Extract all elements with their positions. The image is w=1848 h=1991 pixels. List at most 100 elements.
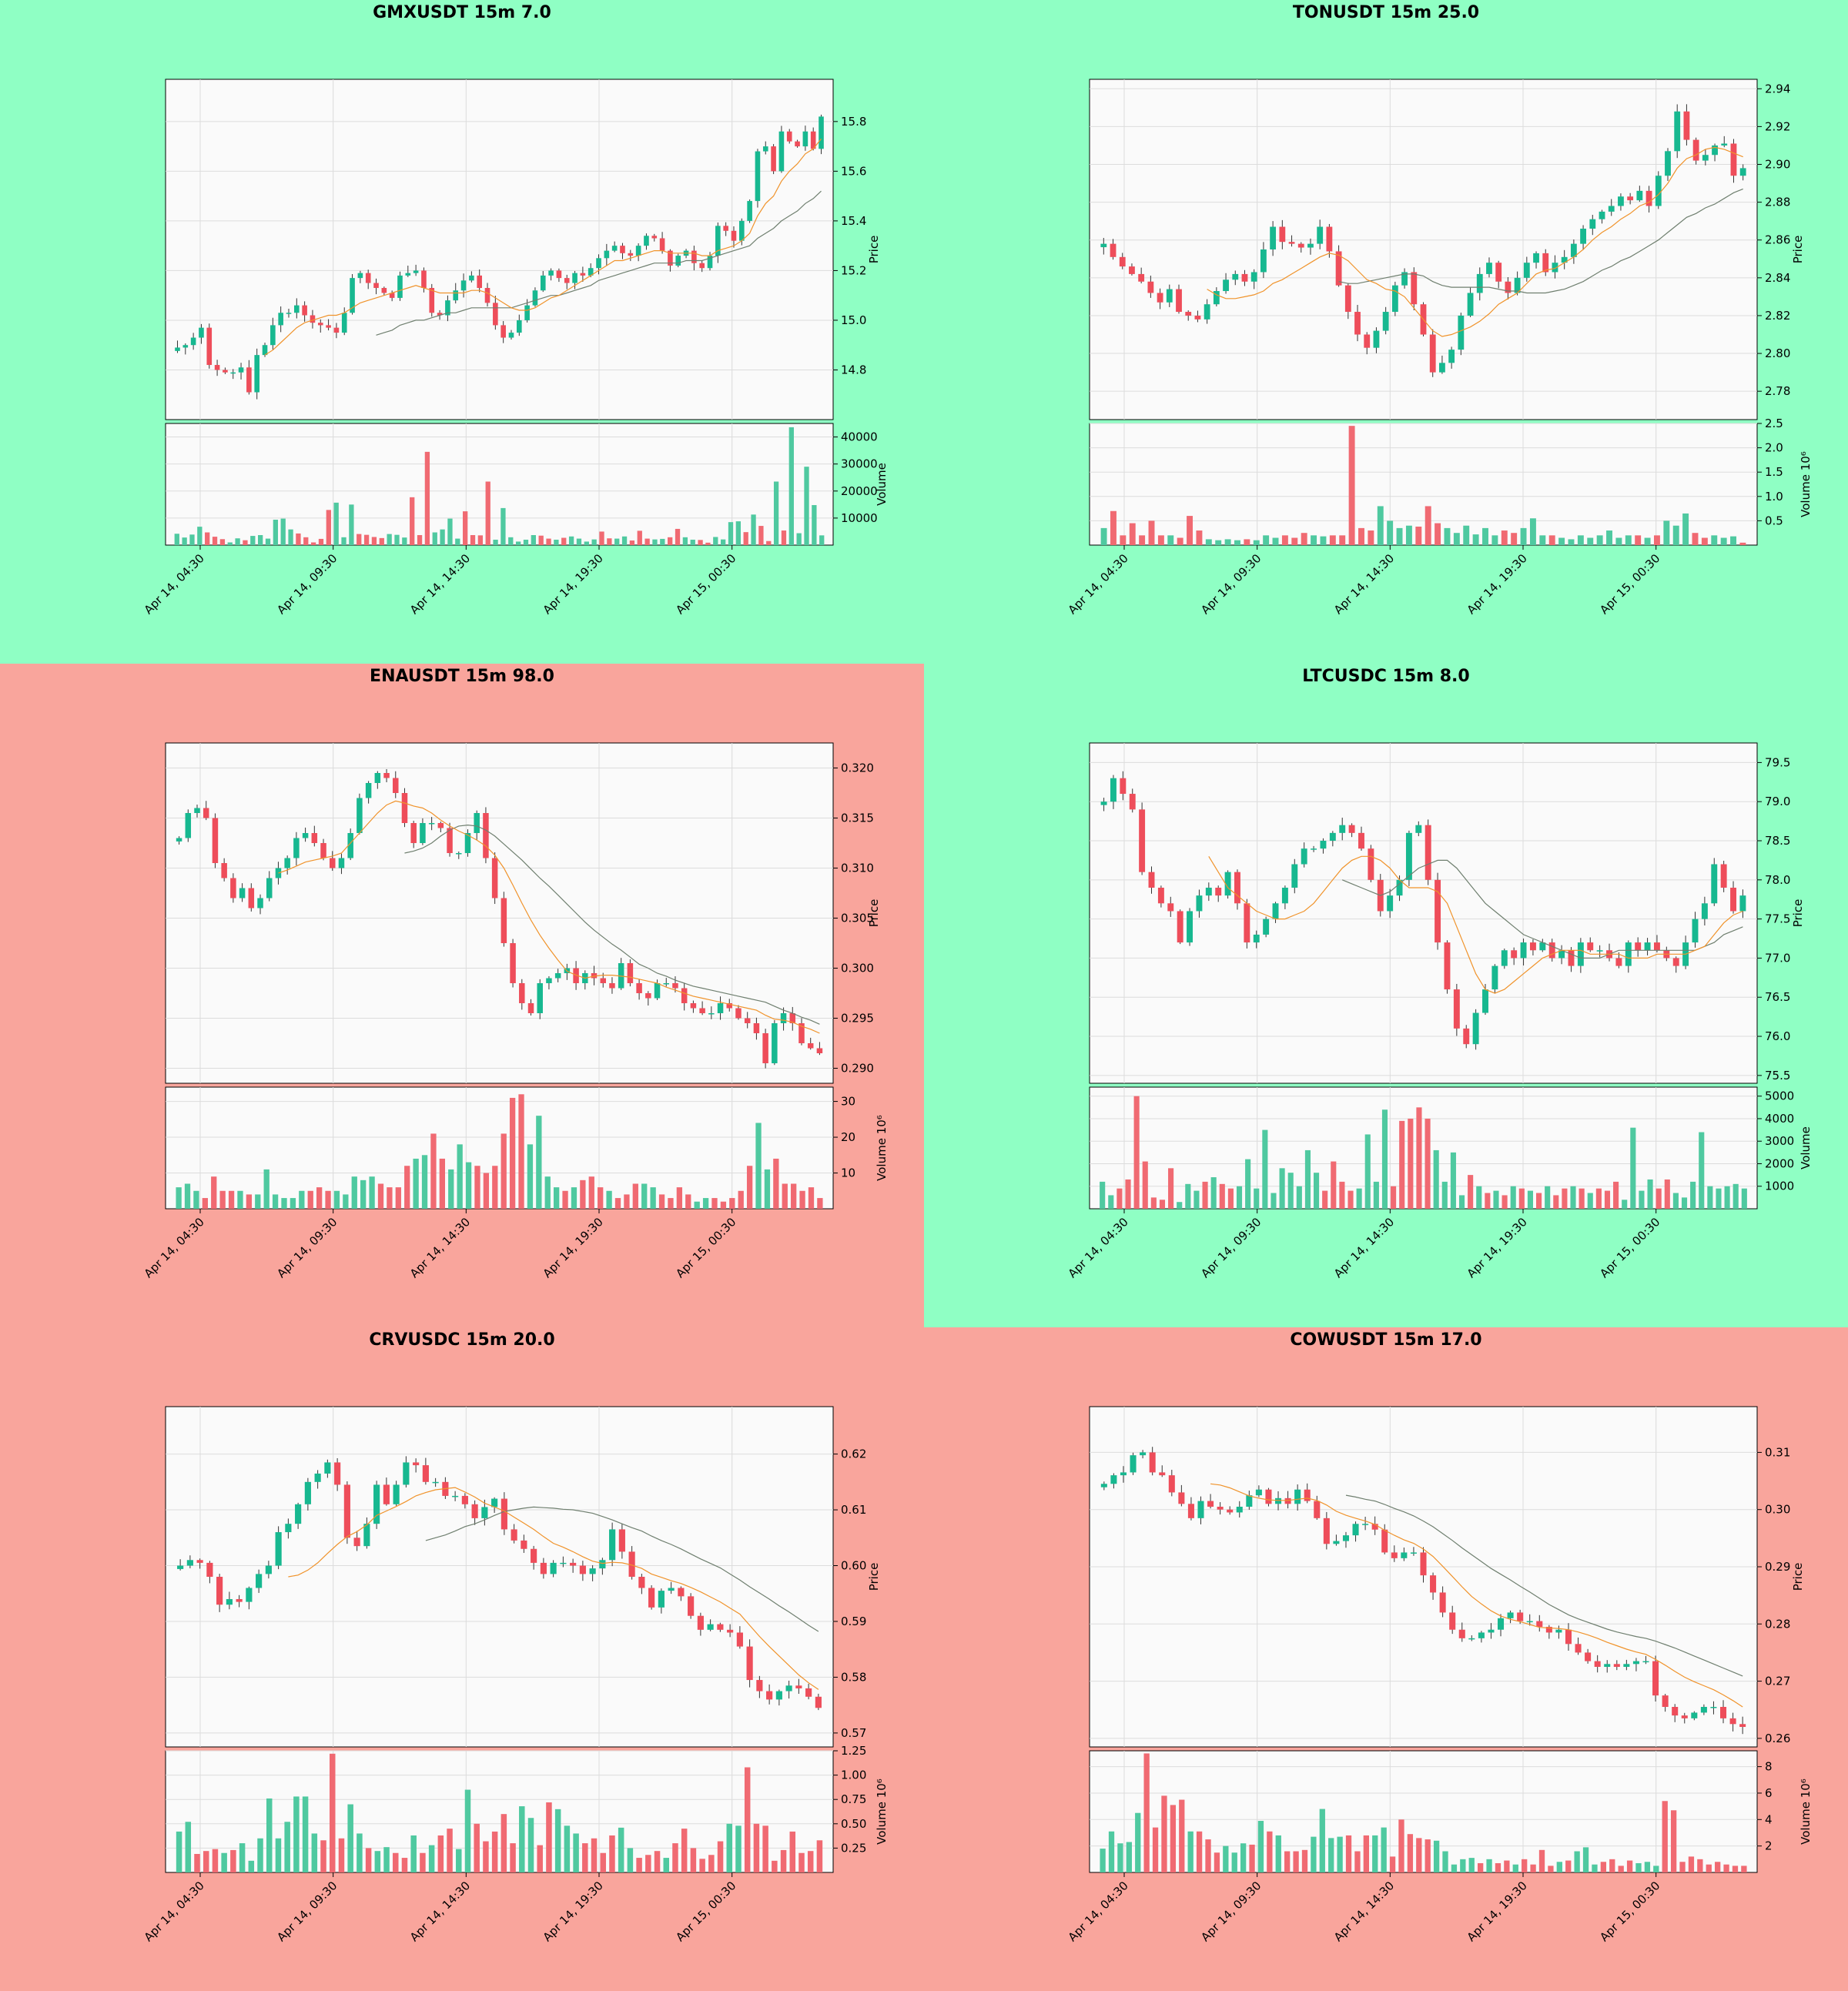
volume-axis-label: Volume 10⁶ xyxy=(1799,1779,1813,1845)
candle-body xyxy=(1373,330,1380,348)
volume-bar xyxy=(439,1158,445,1209)
candle-body xyxy=(1224,872,1231,896)
volume-bar xyxy=(772,1860,778,1872)
volume-bar xyxy=(1167,535,1174,545)
price-axis-label: Price xyxy=(1791,1563,1805,1591)
candle-body xyxy=(755,151,761,202)
volume-bar xyxy=(606,1190,612,1209)
volume-bar xyxy=(672,1843,678,1872)
candle-body xyxy=(500,1498,507,1530)
candle-body xyxy=(1138,273,1145,282)
volume-bar xyxy=(182,537,187,545)
volume-bar xyxy=(325,1190,331,1209)
candle-body xyxy=(1486,263,1492,274)
candle-body xyxy=(691,250,697,263)
price-tick-label: 2.94 xyxy=(1765,82,1790,95)
volume-bar xyxy=(1100,1849,1106,1872)
candle-body xyxy=(762,1033,768,1063)
volume-bar xyxy=(1720,537,1727,545)
x-tick-label: Apr 15, 00:30 xyxy=(1597,1215,1662,1280)
volume-bar xyxy=(609,1835,615,1872)
candle-body xyxy=(638,1577,645,1588)
candle-body xyxy=(654,983,661,999)
volume-bar xyxy=(580,1180,586,1209)
volume-bar xyxy=(1723,1864,1729,1872)
candle-body xyxy=(177,1565,184,1569)
candle-body xyxy=(214,365,220,370)
price-tick-label: 0.62 xyxy=(841,1447,866,1461)
candle-body xyxy=(508,333,514,338)
candle-body xyxy=(668,250,673,266)
volume-bar xyxy=(1150,1197,1157,1209)
volume-bar xyxy=(239,1843,246,1872)
volume-bar xyxy=(500,507,506,545)
price-plot-area xyxy=(165,742,834,1084)
price-tick-label: 0.29 xyxy=(1765,1560,1790,1574)
volume-bar xyxy=(1450,1152,1456,1209)
volume-bar xyxy=(421,1155,428,1209)
volume-bar xyxy=(1504,1860,1510,1872)
candle-body xyxy=(1700,1707,1707,1713)
volume-bar xyxy=(1520,527,1527,545)
volume-bar xyxy=(755,1123,762,1209)
volume-bar xyxy=(1161,1795,1167,1872)
candle-body xyxy=(579,1565,586,1574)
candle-body xyxy=(771,146,776,172)
candle-body xyxy=(1625,942,1632,966)
volume-bar xyxy=(798,1852,805,1872)
candle-body xyxy=(810,131,816,149)
candle-body xyxy=(1381,1529,1388,1553)
candle-body xyxy=(511,1529,517,1541)
volume-bar xyxy=(1656,1188,1662,1209)
candle-body xyxy=(1505,281,1512,293)
candle-body xyxy=(1187,911,1194,943)
volume-bar xyxy=(1253,540,1260,545)
volume-bar xyxy=(629,540,635,545)
x-tick-label: Apr 14, 09:30 xyxy=(274,1215,340,1280)
volume-bar xyxy=(663,1858,669,1872)
volume-bar xyxy=(624,1194,630,1209)
candle-body xyxy=(265,1565,272,1574)
volume-bar xyxy=(1348,1190,1354,1209)
volume-bar xyxy=(203,1851,209,1872)
volume-bar xyxy=(293,1796,300,1872)
candle-body xyxy=(295,1504,302,1524)
volume-bar xyxy=(694,1201,700,1209)
volume-bar xyxy=(1354,1851,1361,1872)
volume-bar xyxy=(607,538,612,545)
volume-bar xyxy=(1194,1190,1200,1209)
volume-bar xyxy=(702,1198,709,1209)
candle-body xyxy=(1491,965,1498,990)
price-tick-label: 2.88 xyxy=(1765,196,1790,209)
candle-body xyxy=(1196,895,1203,912)
volume-bar xyxy=(515,541,521,545)
candle-body xyxy=(1159,1472,1166,1476)
candle-body xyxy=(1301,848,1307,865)
volume-bar xyxy=(387,1187,393,1209)
volume-bar xyxy=(1699,1132,1705,1209)
candle-body xyxy=(302,833,309,838)
candle-body xyxy=(493,303,498,326)
candle-body xyxy=(1167,903,1174,912)
volume-bar xyxy=(1311,535,1317,545)
price-tick-label: 15.2 xyxy=(841,263,866,277)
candle-body xyxy=(413,1462,420,1466)
volume-bar xyxy=(1486,1859,1492,1872)
candle-body xyxy=(175,347,180,351)
volume-bar xyxy=(365,1848,372,1872)
candle-body xyxy=(1294,1489,1301,1504)
volume-bar xyxy=(1270,1193,1277,1209)
volume-bar xyxy=(1368,530,1374,545)
volume-tick-label: 40000 xyxy=(841,430,878,444)
candle-body xyxy=(324,1462,331,1474)
candle-body xyxy=(1729,1718,1736,1725)
volume-bar xyxy=(1442,1851,1448,1872)
volume-bar xyxy=(235,538,240,545)
x-tick-label: Apr 14, 14:30 xyxy=(1331,551,1397,617)
volume-bar xyxy=(588,1176,594,1209)
candle-body xyxy=(795,1685,802,1688)
volume-bar xyxy=(1556,1862,1562,1872)
volume-bar xyxy=(564,1825,571,1872)
moving-average-line xyxy=(1208,855,1743,994)
volume-bar xyxy=(1615,537,1622,545)
